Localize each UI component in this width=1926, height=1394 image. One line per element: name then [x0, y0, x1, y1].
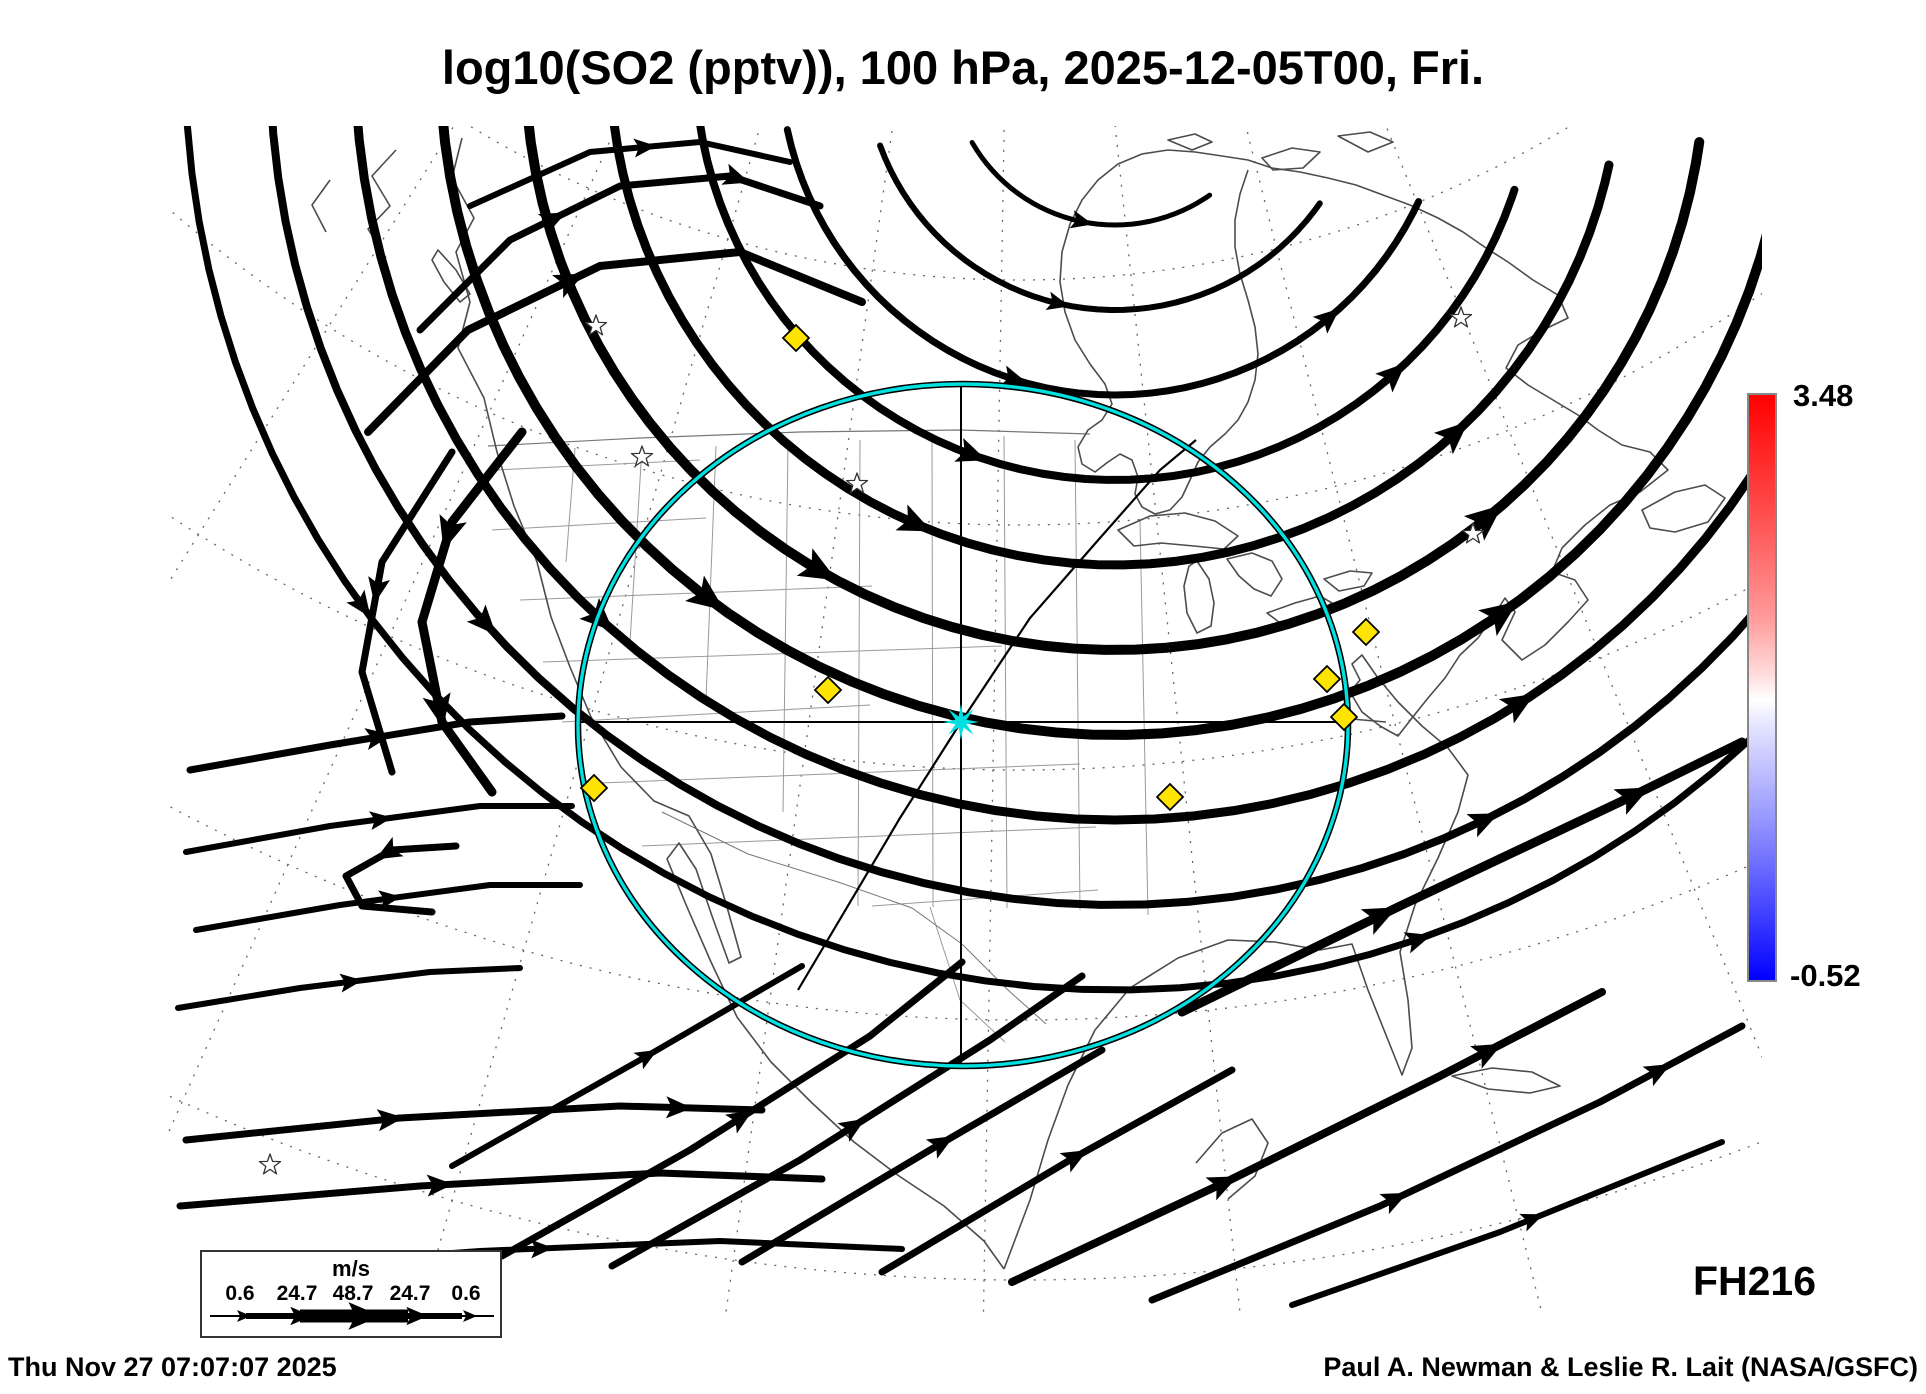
credit-text: Paul A. Newman & Leslie R. Lait (NASA/GS…: [1323, 1352, 1918, 1382]
forecast-hour-label: FH216: [1692, 1258, 1816, 1304]
wind-legend-value: 24.7: [276, 1282, 318, 1305]
site-diamond-marker: [1312, 664, 1342, 694]
site-diamond-marker: [579, 773, 609, 803]
generation-timestamp: Thu Nov 27 07:07:07 2025: [8, 1352, 337, 1382]
state-borders-layer: [487, 429, 1149, 1043]
wind-legend-value: 48.7: [332, 1282, 374, 1305]
city-star-marker: [630, 445, 654, 467]
colorbar-max-label: 3.48: [1793, 378, 1854, 413]
markers-layer: [258, 306, 1485, 1175]
site-diamond-marker: [781, 323, 811, 353]
streamlines-layer: [175, 126, 1762, 1308]
wind-speed-legend: m/s 0.6 24.7 48.7 24.7 0.6: [200, 1250, 502, 1338]
wind-legend-units: m/s: [332, 1256, 370, 1281]
wind-legend-arrow-scale: [210, 1302, 494, 1330]
ring-center-star-marker: [943, 704, 979, 740]
city-star-marker: [258, 1153, 282, 1175]
city-star-marker: [1449, 306, 1473, 328]
city-star-marker: [1461, 522, 1485, 544]
colorbar-min-label: -0.52: [1790, 958, 1861, 993]
plot-title: log10(SO2 (pptv)), 100 hPa, 2025-12-05T0…: [441, 41, 1485, 94]
site-diamond-marker: [1155, 782, 1185, 812]
city-star-marker: [845, 472, 869, 494]
trajectory-line: [797, 439, 1197, 991]
colorbar-gradient: [1747, 393, 1777, 982]
wind-legend-value: 24.7: [389, 1282, 431, 1305]
site-diamond-marker: [813, 675, 843, 705]
site-diamond-marker: [1329, 702, 1359, 732]
city-star-marker: [584, 314, 608, 336]
wind-legend-value: 0.6: [451, 1282, 481, 1305]
wind-legend-value: 0.6: [225, 1282, 255, 1305]
site-diamond-marker: [1351, 617, 1381, 647]
